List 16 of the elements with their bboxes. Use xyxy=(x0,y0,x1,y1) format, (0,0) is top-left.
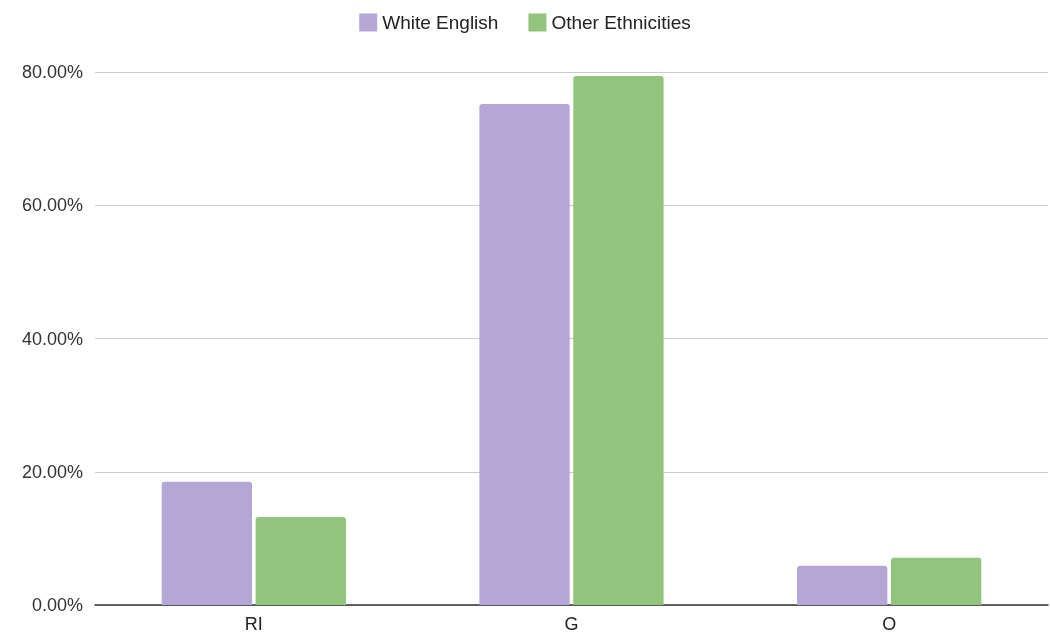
legend-label: Other Ethnicities xyxy=(551,12,691,33)
y-tick-label: 60.00% xyxy=(21,195,83,216)
bar xyxy=(890,557,982,605)
bar xyxy=(479,103,570,605)
y-tick-label: 0.00% xyxy=(31,595,83,615)
legend-label: White English xyxy=(382,12,499,33)
bar xyxy=(797,565,888,605)
y-tick-label: 20.00% xyxy=(21,461,83,482)
x-tick-label: O xyxy=(882,614,897,634)
bar xyxy=(255,517,346,605)
x-tick-label: RI xyxy=(244,614,263,634)
y-tick-label: 80.00% xyxy=(21,62,83,82)
bar xyxy=(573,76,664,605)
bar xyxy=(161,481,253,605)
y-tick-label: 40.00% xyxy=(21,328,83,349)
x-tick-label: G xyxy=(564,614,579,634)
